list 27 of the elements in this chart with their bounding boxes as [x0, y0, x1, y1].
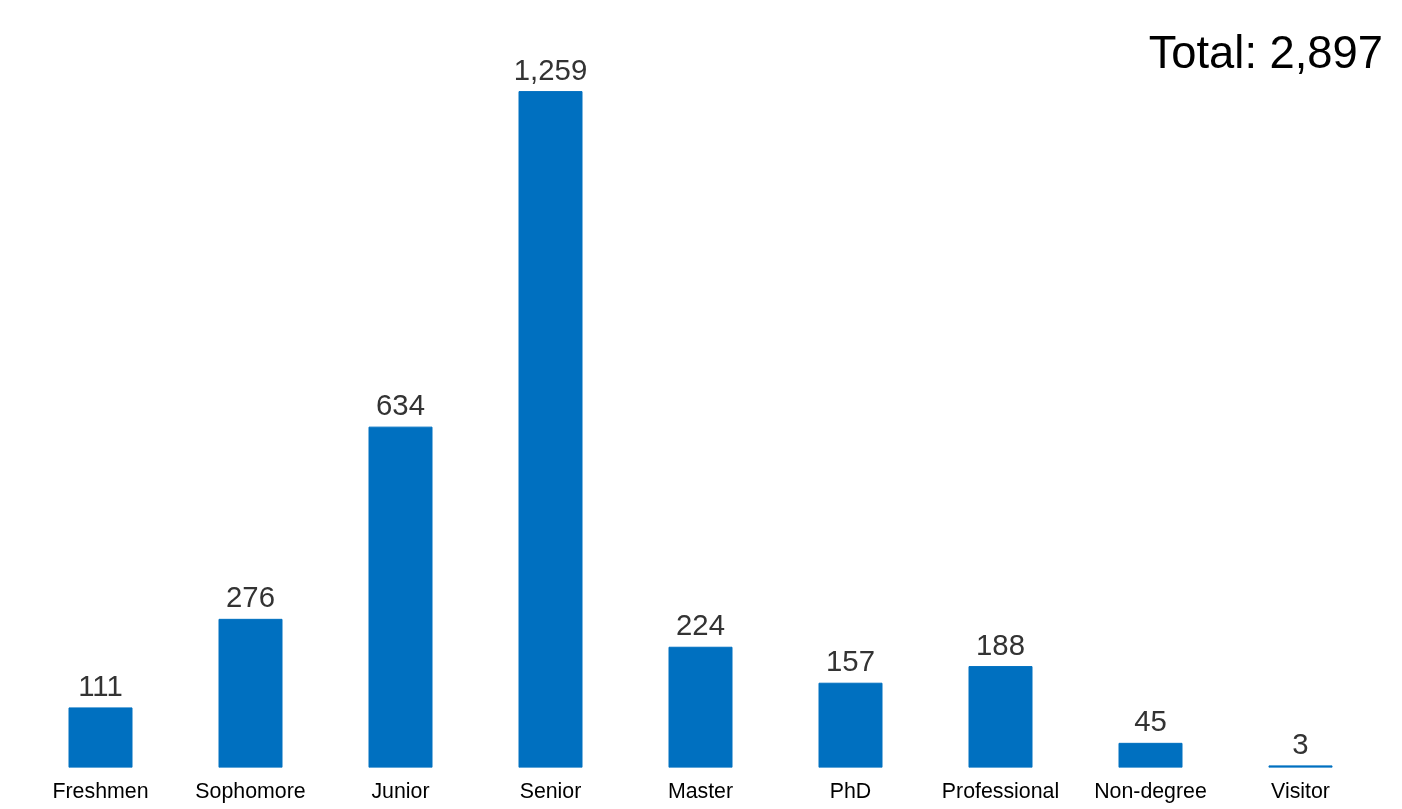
- bar: [818, 682, 883, 768]
- x-tick-label: Junior: [371, 778, 430, 803]
- bar: [368, 426, 433, 768]
- x-tick-label: Non-degree: [1094, 778, 1207, 803]
- data-label: 111: [78, 668, 123, 702]
- data-label: 157: [826, 644, 875, 678]
- bar: [968, 666, 1033, 768]
- text: Total: 2,897: [1148, 27, 1384, 79]
- x-tick-label: Visitor: [1271, 778, 1330, 803]
- data-label: 276: [226, 580, 275, 614]
- x-tick-label: PhD: [829, 778, 872, 803]
- x-tick-label: Freshmen: [52, 778, 149, 803]
- bar: [218, 618, 283, 768]
- x-tick-label: Master: [667, 778, 734, 803]
- data-label: 224: [676, 608, 725, 642]
- bar: [68, 707, 133, 768]
- x-tick-label: Senior: [519, 778, 582, 803]
- data-label: 634: [376, 388, 425, 422]
- bar: [1118, 742, 1183, 768]
- bar: [668, 646, 733, 768]
- data-label: 1,259: [513, 52, 588, 86]
- data-label: 45: [1134, 704, 1167, 738]
- bar: [518, 91, 583, 768]
- data-label: 188: [976, 627, 1025, 661]
- data-label: 3: [1292, 726, 1309, 760]
- x-tick-label: Professional: [941, 778, 1060, 803]
- x-tick-label: Sophomore: [195, 778, 306, 803]
